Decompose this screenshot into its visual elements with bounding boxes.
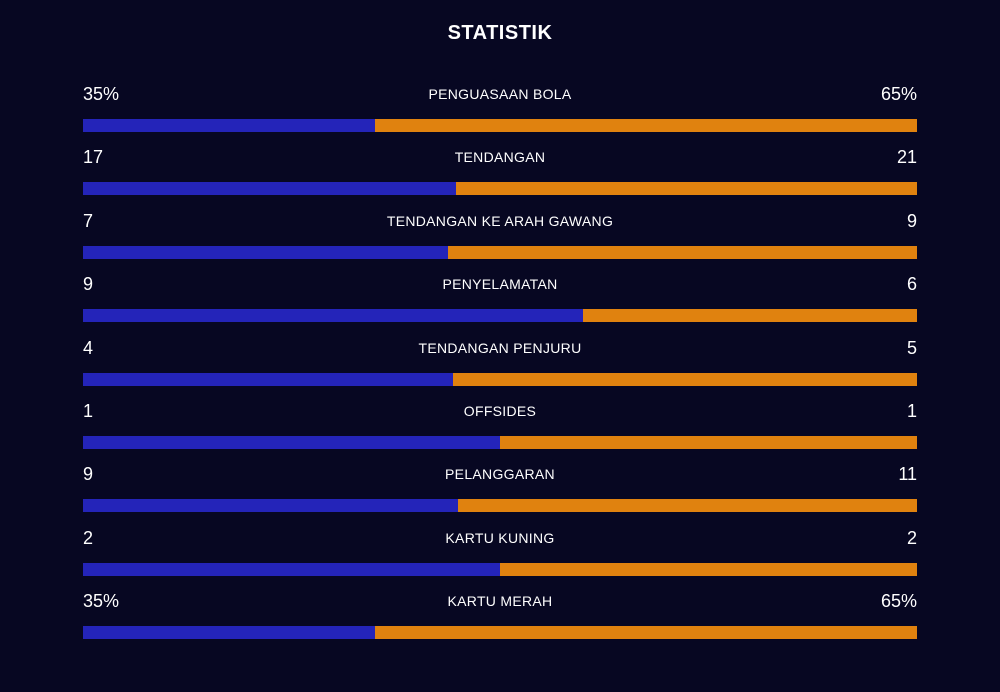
stat-row: 35% KARTU MERAH 65% bbox=[83, 587, 917, 650]
comparison-bar bbox=[83, 119, 917, 132]
stat-label: TENDANGAN PENJURU bbox=[418, 339, 582, 356]
away-bar bbox=[458, 499, 917, 513]
stat-label: PENYELAMATAN bbox=[442, 276, 558, 293]
stats-list: 35% PENGUASAAN BOLA 65% 17 TENDANGAN 21 … bbox=[83, 80, 917, 651]
comparison-bar bbox=[83, 309, 917, 323]
comparison-bar bbox=[83, 372, 917, 386]
away-bar bbox=[455, 182, 917, 196]
stat-row: 1 OFFSIDES 1 bbox=[83, 397, 917, 460]
comparison-bar bbox=[83, 435, 917, 449]
home-value: 9 bbox=[83, 464, 94, 485]
stat-row: 7 TENDANGAN KE ARAH GAWANG 9 bbox=[83, 207, 917, 270]
away-bar bbox=[500, 562, 917, 576]
home-bar bbox=[83, 499, 459, 513]
home-bar bbox=[83, 245, 448, 259]
page-title: STATISTIK bbox=[447, 22, 553, 44]
home-bar bbox=[83, 626, 375, 640]
stat-label: TENDANGAN bbox=[454, 149, 546, 166]
home-value: 2 bbox=[83, 527, 94, 548]
stat-row: 9 PENYELAMATAN 6 bbox=[83, 270, 917, 333]
comparison-bar bbox=[83, 562, 917, 576]
away-bar bbox=[374, 626, 917, 640]
home-bar bbox=[83, 435, 500, 449]
home-value: 35% bbox=[83, 84, 120, 104]
home-bar bbox=[83, 372, 454, 386]
home-value: 4 bbox=[83, 337, 94, 358]
stat-label: TENDANGAN KE ARAH GAWANG bbox=[386, 212, 614, 229]
comparison-bar bbox=[83, 626, 917, 640]
home-bar bbox=[83, 182, 456, 196]
stat-label: PELANGGARAN bbox=[445, 466, 555, 483]
away-value: 1 bbox=[906, 400, 917, 421]
away-value: 65% bbox=[880, 591, 917, 612]
stat-row: 4 TENDANGAN PENJURU 5 bbox=[83, 334, 917, 397]
comparison-bar bbox=[83, 182, 917, 196]
away-value: 21 bbox=[896, 147, 917, 168]
away-value: 11 bbox=[898, 464, 917, 485]
away-bar bbox=[447, 245, 917, 259]
home-value: 9 bbox=[83, 274, 94, 295]
comparison-bar bbox=[83, 245, 917, 259]
away-value: 65% bbox=[880, 84, 917, 104]
away-bar bbox=[453, 372, 917, 386]
stat-label: OFFSIDES bbox=[463, 402, 537, 419]
home-bar bbox=[83, 119, 375, 132]
home-value: 7 bbox=[83, 210, 94, 231]
stat-label: PENGUASAAN BOLA bbox=[428, 86, 572, 102]
away-value: 5 bbox=[906, 337, 917, 358]
home-bar bbox=[83, 309, 584, 323]
away-value: 2 bbox=[906, 527, 917, 548]
stat-row: 17 TENDANGAN 21 bbox=[83, 143, 917, 206]
home-bar bbox=[83, 562, 500, 576]
stat-label: KARTU MERAH bbox=[447, 593, 553, 610]
stat-row: 2 KARTU KUNING 2 bbox=[83, 524, 917, 587]
stat-row: 35% PENGUASAAN BOLA 65% bbox=[83, 80, 917, 143]
stat-row: 9 PELANGGARAN 11 bbox=[83, 460, 917, 523]
stat-label: KARTU KUNING bbox=[445, 529, 555, 546]
comparison-bar bbox=[83, 499, 917, 513]
away-value: 9 bbox=[906, 210, 917, 231]
away-bar bbox=[500, 435, 917, 449]
home-value: 17 bbox=[83, 147, 104, 168]
away-bar bbox=[374, 119, 917, 132]
home-value: 1 bbox=[83, 400, 94, 421]
home-value: 35% bbox=[83, 591, 120, 612]
away-bar bbox=[583, 309, 917, 323]
away-value: 6 bbox=[906, 274, 917, 295]
